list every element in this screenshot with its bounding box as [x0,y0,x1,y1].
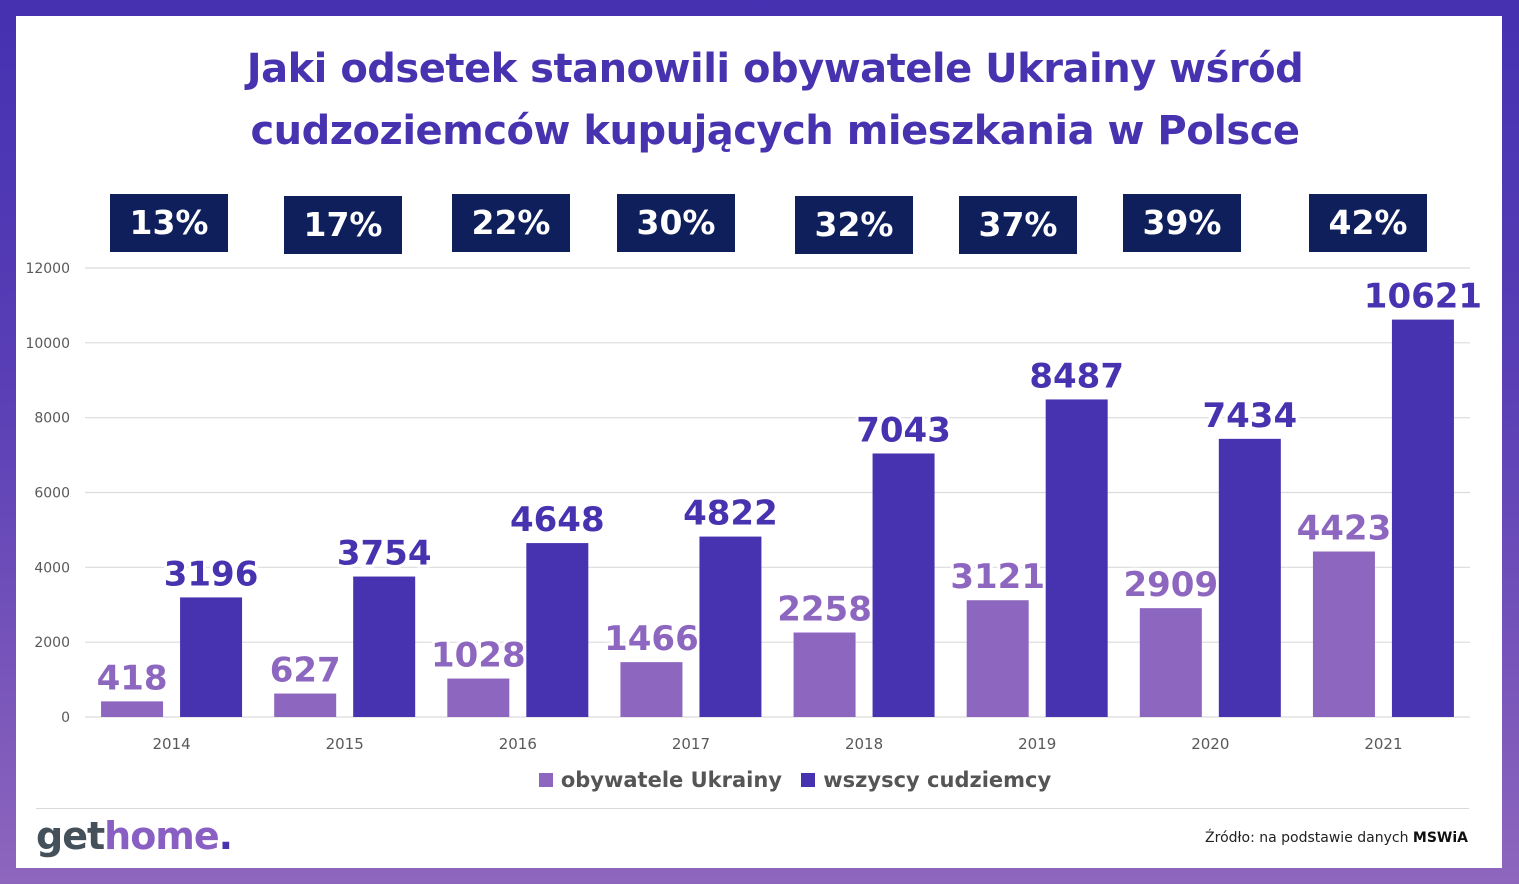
x-tick-label: 2020 [1191,735,1229,753]
y-tick-label: 0 [61,710,70,726]
bar-all-foreigners [872,453,935,717]
y-tick-label: 10000 [25,336,70,352]
y-tick-label: 4000 [34,560,70,576]
share-box: 37% [959,196,1077,254]
data-label-all-foreigners: 10621 [1364,277,1482,317]
source-bold: MSWiA [1412,830,1468,846]
data-label-all-foreigners: 7434 [1202,396,1297,436]
bar-all-foreigners [1045,399,1108,717]
data-label-ukraine: 3121 [950,557,1045,597]
logo-home: home [104,814,220,858]
data-label-ukraine: 1028 [431,636,526,676]
data-label-ukraine: 627 [270,651,341,691]
data-label-ukraine: 2909 [1123,565,1218,605]
x-tick-label: 2016 [499,735,537,753]
share-box: 13% [110,194,228,252]
chart-title: Jaki odsetek stanowili obywatele Ukrainy… [0,38,1519,162]
legend: obywatele Ukrainy wszyscy cudziemcy [0,768,1519,792]
bar-all-foreigners [353,576,416,717]
bar-ukraine [966,600,1029,717]
bar-all-foreigners [526,543,589,717]
share-box: 17% [284,196,402,254]
legend-item-ukraine: obywatele Ukrainy [538,768,782,792]
data-label-ukraine: 4423 [1297,509,1392,549]
data-label-all-foreigners: 7043 [856,410,951,450]
y-tick-label: 2000 [34,635,70,651]
bar-ukraine [101,701,164,717]
title-line-2: cudzoziemców kupujących mieszkania w Pol… [250,108,1300,154]
bar-all-foreigners [1218,438,1281,717]
source-prefix: Źródło: na podstawie danych [1205,830,1409,846]
y-tick-label: 8000 [34,411,70,427]
bar-ukraine [1139,608,1202,717]
bar-ukraine [1312,551,1375,717]
legend-label-ukraine: obywatele Ukrainy [560,768,782,792]
share-box: 39% [1123,194,1241,252]
legend-label-all: wszyscy cudziemcy [823,768,1052,792]
logo-get: get [36,814,105,858]
share-box: 32% [795,196,913,254]
bar-all-foreigners [180,597,243,717]
legend-swatch-all [801,773,816,787]
x-tick-label: 2019 [1018,735,1056,753]
data-label-all-foreigners: 4822 [683,494,778,534]
x-tick-label: 2014 [152,735,190,753]
bar-ukraine [447,678,510,717]
source-note: Źródło: na podstawie danych MSWiA [1205,830,1468,846]
footer-divider [36,808,1469,809]
bar-ukraine [793,632,856,717]
logo-dot: . [218,814,233,858]
x-tick-label: 2015 [326,735,364,753]
data-label-all-foreigners: 8487 [1029,356,1124,396]
title-line-1: Jaki odsetek stanowili obywatele Ukrainy… [246,46,1304,92]
x-tick-label: 2018 [845,735,883,753]
legend-swatch-ukraine [538,773,553,787]
y-tick-label: 6000 [34,486,70,502]
gethome-logo: gethome. [36,814,233,858]
bar-all-foreigners [699,536,762,717]
x-tick-label: 2021 [1364,735,1402,753]
share-box: 22% [452,194,570,252]
legend-item-all: wszyscy cudziemcy [801,768,1051,792]
data-label-all-foreigners: 3196 [164,554,259,594]
x-tick-label: 2017 [672,735,710,753]
bar-ukraine [620,662,683,717]
share-box: 30% [617,194,735,252]
data-label-ukraine: 418 [97,658,168,698]
bar-ukraine [274,693,337,717]
data-label-all-foreigners: 4648 [510,500,605,540]
bar-all-foreigners [1391,319,1454,717]
y-tick-label: 12000 [25,261,70,277]
data-label-ukraine: 1466 [604,619,699,659]
data-label-all-foreigners: 3754 [337,534,432,574]
data-label-ukraine: 2258 [777,590,872,630]
share-box: 42% [1309,194,1427,252]
